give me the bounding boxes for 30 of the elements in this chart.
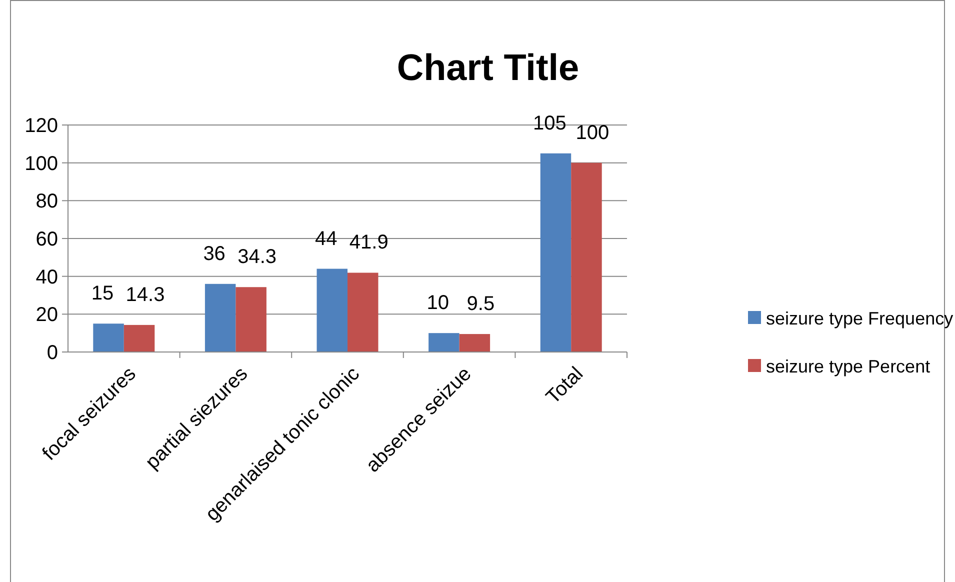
y-tick-label: 60 bbox=[36, 228, 58, 250]
y-tick-label: 120 bbox=[24, 115, 58, 137]
bar bbox=[428, 333, 460, 352]
y-tick-label: 20 bbox=[36, 304, 58, 326]
bar bbox=[93, 324, 124, 352]
legend-label: seizure type Frequency bbox=[766, 308, 954, 328]
bar bbox=[316, 268, 348, 352]
bar bbox=[348, 272, 378, 352]
chart-title: Chart Title bbox=[396, 47, 580, 88]
data-label: 9.5 bbox=[466, 293, 495, 316]
data-label: 44 bbox=[315, 228, 338, 250]
bar bbox=[124, 324, 155, 352]
data-label: 41.9 bbox=[349, 232, 388, 254]
y-tick-label: 40 bbox=[36, 266, 58, 288]
data-label: 10 bbox=[426, 292, 450, 314]
bar bbox=[571, 162, 602, 352]
data-label: 100 bbox=[576, 122, 610, 144]
y-tick-label: 100 bbox=[24, 152, 58, 175]
bar bbox=[459, 334, 490, 352]
bar bbox=[204, 284, 236, 352]
legend-label: seizure type Percent bbox=[766, 356, 930, 376]
data-label: 15 bbox=[91, 282, 114, 305]
y-tick-label: 0 bbox=[46, 342, 58, 364]
bar bbox=[236, 287, 266, 352]
bar bbox=[540, 153, 572, 352]
data-label: 14.3 bbox=[126, 284, 165, 306]
data-label: 105 bbox=[533, 112, 566, 134]
data-label: 36 bbox=[203, 242, 226, 265]
y-tick-label: 80 bbox=[36, 190, 58, 213]
data-label: 34.3 bbox=[238, 246, 277, 268]
